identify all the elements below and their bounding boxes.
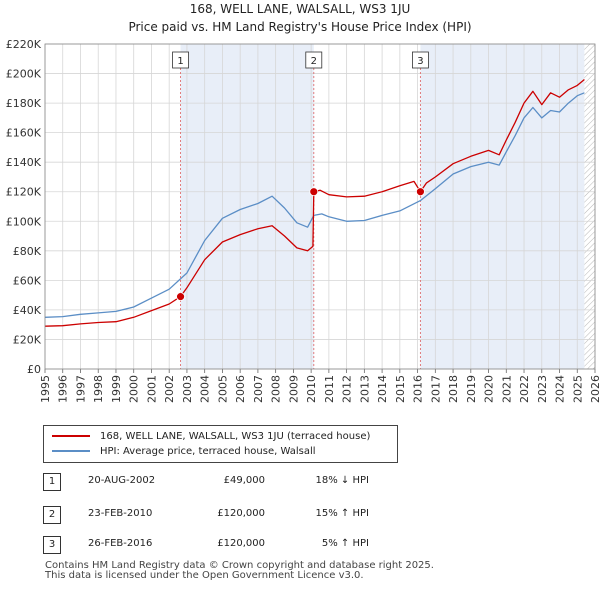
x-tick-label: 2021 bbox=[500, 375, 513, 403]
x-tick-label: 2006 bbox=[234, 375, 247, 403]
sale-number-badge: 3 bbox=[43, 536, 61, 554]
x-tick-label: 1995 bbox=[39, 375, 52, 403]
sale-number-badge: 2 bbox=[43, 506, 61, 524]
sale-hpi-diff: 5% ↑ HPI bbox=[321, 538, 369, 549]
sale-hpi-diff: 18% ↓ HPI bbox=[315, 475, 369, 486]
y-tick-label: £20K bbox=[13, 333, 42, 346]
x-tick-label: 2022 bbox=[518, 375, 531, 403]
plot-border bbox=[44, 43, 596, 370]
sale-point bbox=[176, 292, 185, 302]
legend: 168, WELL LANE, WALSALL, WS3 1JU (terrac… bbox=[43, 425, 398, 463]
sale-marker-box bbox=[172, 51, 189, 69]
sale-hpi-diff: 15% ↑ HPI bbox=[315, 508, 369, 519]
x-tick-label: 2000 bbox=[128, 375, 141, 403]
sale-marker-label: 2 bbox=[311, 56, 317, 67]
series-line-hpi bbox=[44, 92, 585, 318]
footer-attribution: Contains HM Land Registry data © Crown c… bbox=[45, 561, 434, 581]
sale-date: 23-FEB-2010 bbox=[88, 508, 153, 519]
sale-row: 1 20-AUG-2002 £49,000 18% ↓ HPI bbox=[43, 473, 463, 491]
x-tick-label: 2002 bbox=[163, 375, 176, 403]
y-tick-label: £100K bbox=[6, 215, 42, 228]
y-tick-label: £0 bbox=[27, 363, 41, 376]
sale-date: 20-AUG-2002 bbox=[88, 475, 156, 486]
x-tick-label: 2007 bbox=[252, 375, 265, 403]
x-tick-label: 2025 bbox=[571, 375, 584, 403]
x-tick-label: 2012 bbox=[341, 375, 354, 403]
sale-number-badge: 1 bbox=[43, 473, 61, 491]
x-tick-label: 1997 bbox=[74, 375, 87, 403]
sale-price: £49,000 bbox=[223, 475, 265, 486]
legend-swatch-property bbox=[52, 435, 90, 437]
y-tick-label: £60K bbox=[13, 274, 42, 287]
x-tick-label: 2018 bbox=[447, 375, 460, 403]
sale-point bbox=[416, 187, 425, 197]
y-tick-label: £180K bbox=[6, 97, 42, 110]
y-tick-label: £40K bbox=[13, 304, 42, 317]
x-tick-label: 2003 bbox=[181, 375, 194, 403]
x-tick-label: 2009 bbox=[287, 375, 300, 403]
series-line-property bbox=[44, 79, 585, 327]
y-tick-label: £80K bbox=[13, 245, 42, 258]
y-tick-label: £200K bbox=[6, 68, 42, 81]
sale-marker-label: 3 bbox=[417, 56, 423, 67]
sale-marker-box bbox=[305, 51, 323, 69]
x-tick-label: 1999 bbox=[110, 375, 123, 403]
legend-label-property: 168, WELL LANE, WALSALL, WS3 1JU (terrac… bbox=[100, 431, 371, 442]
price-chart: 1 2 3 £0 £20K £40K £60K £80K £100K £120K £140K £16… bbox=[6, 38, 600, 403]
x-tick-label: 2016 bbox=[412, 375, 425, 403]
x-tick-label: 2014 bbox=[376, 375, 389, 403]
legend-item-property: 168, WELL LANE, WALSALL, WS3 1JU (terrac… bbox=[52, 430, 370, 444]
y-tick-label: £220K bbox=[6, 38, 42, 51]
x-tick-label: 1996 bbox=[57, 375, 70, 403]
legend-swatch-hpi bbox=[52, 450, 90, 452]
sale-marker-label: 1 bbox=[177, 56, 183, 67]
sale-row: 2 23-FEB-2010 £120,000 15% ↑ HPI bbox=[43, 506, 463, 524]
x-tick-label: 2001 bbox=[145, 375, 158, 403]
x-tick-label: 2026 bbox=[589, 375, 600, 403]
legend-item-hpi: HPI: Average price, terraced house, Wals… bbox=[52, 445, 316, 459]
x-tick-label: 2013 bbox=[358, 375, 371, 403]
sale-point bbox=[309, 187, 319, 197]
x-tick-label: 1998 bbox=[92, 375, 105, 403]
footer-line-licence: This data is licensed under the Open Gov… bbox=[45, 570, 364, 581]
x-tick-label: 2004 bbox=[199, 375, 212, 403]
sale-marker-box bbox=[412, 51, 429, 69]
sale-price: £120,000 bbox=[217, 508, 265, 519]
x-tick-label: 2011 bbox=[323, 375, 336, 403]
x-tick-label: 2017 bbox=[429, 375, 442, 403]
sale-price: £120,000 bbox=[217, 538, 265, 549]
shaded-period bbox=[420, 44, 585, 369]
y-tick-label: £120K bbox=[6, 186, 42, 199]
x-tick-label: 2019 bbox=[465, 375, 478, 403]
sale-row: 3 26-FEB-2016 £120,000 5% ↑ HPI bbox=[43, 536, 463, 554]
footer-line-copyright: Contains HM Land Registry data © Crown c… bbox=[45, 560, 434, 571]
x-tick-label: 2010 bbox=[305, 375, 318, 403]
x-tick-label: 2008 bbox=[270, 375, 283, 403]
x-tick-label: 2015 bbox=[394, 375, 407, 403]
chart-subtitle: Price paid vs. HM Land Registry's House … bbox=[128, 20, 472, 34]
x-tick-label: 2005 bbox=[216, 375, 229, 403]
x-tick-label: 2023 bbox=[536, 375, 549, 403]
y-tick-label: £160K bbox=[6, 127, 42, 140]
x-tick-label: 2020 bbox=[483, 375, 496, 403]
x-tick-label: 2024 bbox=[554, 375, 567, 403]
chart-title: 168, WELL LANE, WALSALL, WS3 1JU bbox=[189, 2, 411, 16]
hatched-region bbox=[584, 44, 595, 369]
legend-label-hpi: HPI: Average price, terraced house, Wals… bbox=[100, 446, 316, 457]
y-tick-label: £140K bbox=[6, 156, 42, 169]
sale-date: 26-FEB-2016 bbox=[88, 538, 153, 549]
